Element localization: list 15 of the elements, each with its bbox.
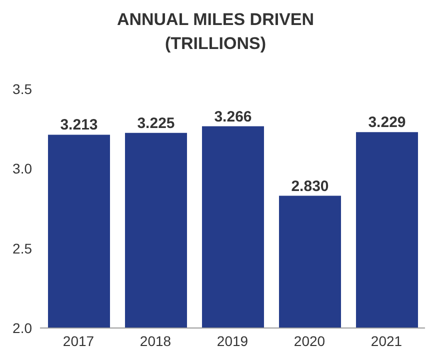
data-label: 2.830 — [291, 178, 329, 195]
x-tick-label: 2019 — [216, 332, 248, 349]
data-label: 3.266 — [214, 108, 252, 126]
data-label: 3.229 — [368, 114, 406, 132]
x-tick-label: 2021 — [370, 332, 402, 349]
chart-title: ANNUAL MILES DRIVEN (TRILLIONS) — [116, 9, 316, 55]
x-tick-label: 2018 — [140, 332, 172, 349]
x-tick-label: 2020 — [294, 332, 326, 349]
x-tick-label: 2017 — [62, 332, 94, 349]
y-tick-label: 3.0 — [12, 160, 32, 177]
y-tick-label: 3.5 — [12, 80, 32, 97]
y-tick-label: 2.5 — [12, 240, 32, 256]
data-label: 3.213 — [60, 116, 98, 134]
y-tick-label: 2.0 — [12, 320, 32, 336]
data-label: 3.225 — [137, 114, 175, 132]
